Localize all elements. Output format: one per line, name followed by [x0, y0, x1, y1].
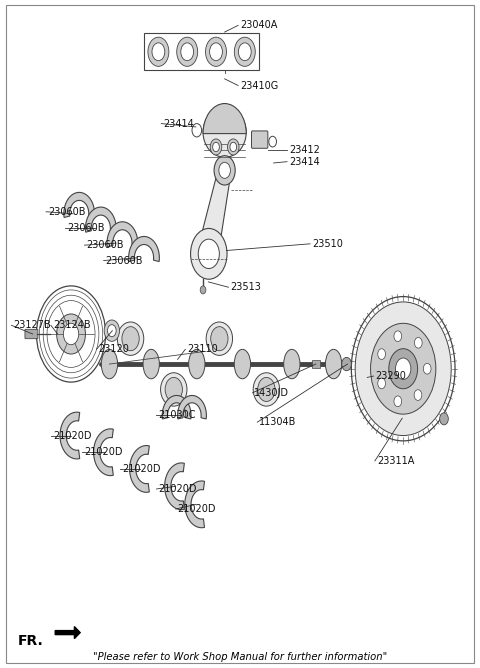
Ellipse shape — [253, 373, 279, 406]
Polygon shape — [85, 207, 116, 232]
Text: 23060B: 23060B — [106, 256, 143, 265]
Circle shape — [234, 37, 255, 66]
Circle shape — [181, 43, 193, 61]
Text: 23412: 23412 — [289, 146, 320, 155]
Polygon shape — [162, 395, 191, 419]
Ellipse shape — [101, 349, 118, 379]
Circle shape — [191, 228, 227, 279]
Text: 23124B: 23124B — [53, 321, 90, 330]
Text: 11304B: 11304B — [259, 418, 297, 427]
Circle shape — [165, 377, 182, 401]
Circle shape — [152, 43, 165, 61]
Circle shape — [378, 349, 385, 359]
Circle shape — [371, 323, 436, 414]
Text: 23414: 23414 — [163, 119, 194, 128]
Wedge shape — [203, 104, 246, 134]
Text: 23040A: 23040A — [240, 21, 277, 30]
Text: "Please refer to Work Shop Manual for further information": "Please refer to Work Shop Manual for fu… — [93, 653, 387, 662]
Text: 21020D: 21020D — [122, 464, 161, 474]
Polygon shape — [64, 192, 95, 218]
Circle shape — [57, 314, 85, 354]
Circle shape — [258, 377, 275, 401]
Text: 23060B: 23060B — [86, 240, 124, 250]
Ellipse shape — [206, 322, 232, 355]
Circle shape — [211, 327, 228, 351]
Circle shape — [351, 297, 455, 441]
Circle shape — [228, 139, 239, 155]
Circle shape — [414, 389, 422, 400]
Circle shape — [104, 320, 120, 341]
Circle shape — [423, 363, 431, 374]
Ellipse shape — [203, 108, 246, 157]
Bar — [144, 33, 259, 70]
Text: 21020D: 21020D — [53, 431, 91, 440]
Text: 23127B: 23127B — [13, 321, 51, 330]
Text: FR.: FR. — [18, 635, 44, 648]
Circle shape — [239, 43, 251, 61]
Circle shape — [269, 136, 276, 147]
Text: 23120: 23120 — [98, 345, 129, 354]
Text: 23513: 23513 — [230, 283, 261, 292]
Circle shape — [213, 142, 219, 152]
Text: 23510: 23510 — [312, 239, 343, 248]
Ellipse shape — [284, 349, 300, 379]
Text: 21020D: 21020D — [178, 504, 216, 514]
Circle shape — [192, 124, 202, 137]
Polygon shape — [129, 236, 159, 262]
Circle shape — [198, 239, 219, 269]
Ellipse shape — [325, 349, 342, 379]
Text: 23290: 23290 — [375, 371, 406, 381]
Circle shape — [122, 327, 139, 351]
Circle shape — [205, 37, 227, 66]
Text: 1430JD: 1430JD — [254, 388, 289, 397]
Text: 23311A: 23311A — [377, 456, 414, 466]
Circle shape — [36, 286, 106, 382]
FancyBboxPatch shape — [25, 329, 38, 339]
Circle shape — [342, 357, 351, 371]
Bar — [312, 360, 320, 368]
Circle shape — [389, 349, 418, 389]
Circle shape — [440, 413, 448, 425]
Polygon shape — [198, 170, 231, 247]
Polygon shape — [107, 222, 138, 247]
Text: 21030C: 21030C — [158, 411, 196, 420]
Circle shape — [394, 396, 402, 407]
Ellipse shape — [117, 322, 144, 355]
Circle shape — [219, 162, 230, 178]
Polygon shape — [130, 446, 149, 492]
Ellipse shape — [234, 349, 251, 379]
Circle shape — [200, 286, 206, 294]
Circle shape — [355, 302, 451, 436]
Ellipse shape — [189, 349, 205, 379]
Circle shape — [230, 142, 237, 152]
Circle shape — [177, 37, 198, 66]
Text: 21020D: 21020D — [84, 448, 122, 457]
Polygon shape — [55, 627, 80, 639]
Circle shape — [108, 325, 116, 337]
Polygon shape — [165, 463, 184, 510]
Polygon shape — [185, 481, 204, 528]
Ellipse shape — [160, 373, 187, 406]
Text: 21020D: 21020D — [158, 484, 197, 494]
Text: 23060B: 23060B — [67, 224, 105, 233]
Circle shape — [214, 156, 235, 185]
Text: 23110: 23110 — [187, 345, 218, 354]
Text: 23060B: 23060B — [48, 207, 85, 216]
Polygon shape — [60, 412, 80, 459]
Text: 23414: 23414 — [289, 157, 320, 166]
Text: 23410G: 23410G — [240, 81, 278, 90]
Circle shape — [414, 337, 422, 348]
FancyBboxPatch shape — [252, 131, 268, 148]
Circle shape — [63, 323, 79, 345]
Circle shape — [394, 331, 402, 341]
Circle shape — [396, 358, 411, 379]
Polygon shape — [178, 395, 206, 419]
Circle shape — [210, 43, 222, 61]
Circle shape — [378, 378, 385, 389]
Circle shape — [210, 139, 222, 155]
Circle shape — [148, 37, 169, 66]
Polygon shape — [94, 429, 113, 476]
Ellipse shape — [143, 349, 159, 379]
